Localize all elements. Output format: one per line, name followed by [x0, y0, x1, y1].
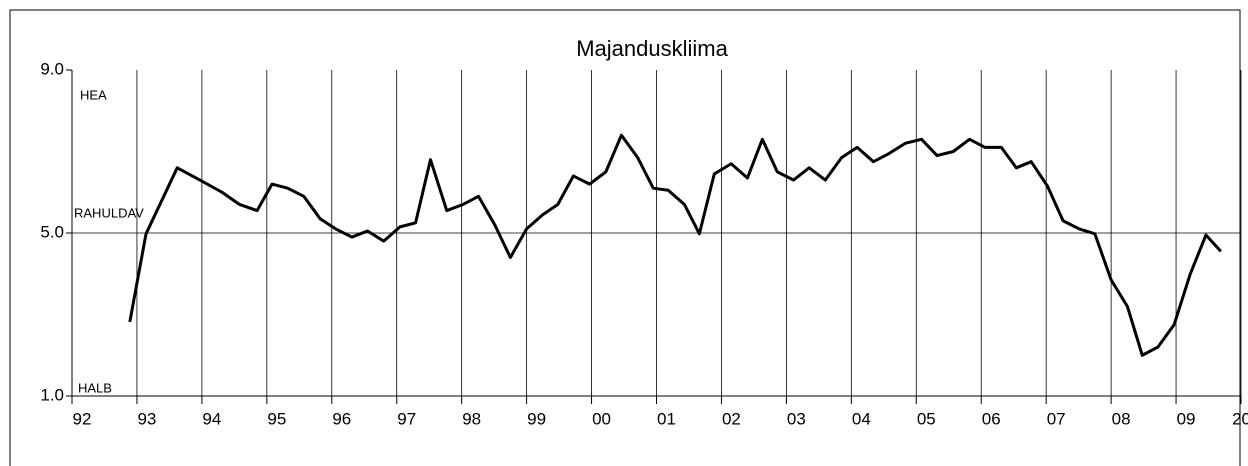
x-tick-label: 99 — [527, 409, 546, 428]
x-tick-label: 01 — [657, 409, 676, 428]
y-tick-label: 9.0 — [40, 59, 64, 78]
x-tick-label: 95 — [267, 409, 286, 428]
x-tick-label: 07 — [1047, 409, 1066, 428]
y-tick-label: 1.0 — [40, 385, 64, 404]
annotation: HEA — [80, 87, 107, 102]
x-tick-label: 92 — [73, 409, 92, 428]
x-tick-label: 98 — [462, 409, 481, 428]
y-tick-label: 5.0 — [40, 222, 64, 241]
x-tick-label: 93 — [137, 409, 156, 428]
x-tick-label: 08 — [1112, 409, 1131, 428]
x-tick-label: 02 — [722, 409, 741, 428]
x-tick-label: 03 — [787, 409, 806, 428]
annotation: HALB — [78, 380, 112, 395]
frame — [9, 9, 1241, 466]
x-tick-label: 05 — [917, 409, 936, 428]
x-tick-label: 2010 — [1232, 409, 1248, 428]
x-tick-label: 00 — [592, 409, 611, 428]
data-line — [128, 133, 1222, 357]
x-tick-label: 97 — [397, 409, 416, 428]
x-tick-label: 94 — [202, 409, 221, 428]
x-tick-label: 09 — [1177, 409, 1196, 428]
annotation: RAHULDAV — [74, 205, 144, 220]
x-tick-label: 06 — [982, 409, 1001, 428]
x-tick-label: 04 — [852, 409, 871, 428]
chart-title: Majanduskliima — [576, 36, 728, 61]
x-tick-label: 96 — [332, 409, 351, 428]
